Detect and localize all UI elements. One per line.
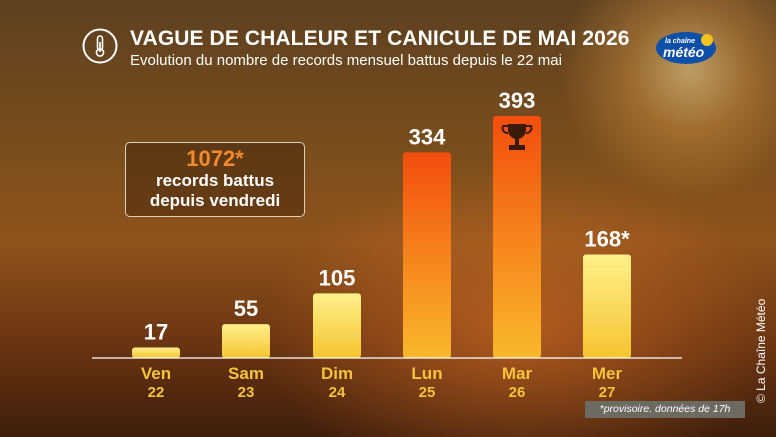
date-label-22: 22	[148, 384, 165, 401]
total-records-callout: 1072* records battus depuis vendredi	[125, 142, 305, 217]
copyright: © La Chaîne Météo	[754, 299, 768, 403]
date-label-24: 24	[329, 384, 346, 401]
logo-line1: la chaîne	[665, 38, 695, 45]
trophy-icon	[501, 124, 533, 150]
value-label-mar: 393	[499, 88, 536, 113]
day-label-mer: Mer	[592, 364, 623, 383]
logo-line2: météo	[663, 44, 705, 60]
date-label-26: 26	[509, 384, 526, 401]
bar-lun	[403, 152, 451, 358]
day-label-lun: Lun	[411, 364, 442, 383]
callout-text-line2: depuis vendredi	[149, 191, 281, 210]
la-chaine-meteo-logo: la chaîne météo	[656, 32, 716, 64]
callout-value: 1072*	[186, 146, 244, 171]
bar-mar	[493, 116, 541, 358]
bar-sam	[222, 324, 270, 358]
callout-text-line1: records battus	[155, 171, 275, 190]
bar-dim	[313, 293, 361, 358]
date-label-23: 23	[238, 384, 255, 401]
value-label-lun: 334	[409, 124, 446, 149]
day-label-dim: Dim	[321, 364, 353, 383]
date-label-27: 27	[599, 384, 616, 401]
bar-ven	[132, 347, 180, 358]
footnote: *provisoire. données de 17h	[585, 401, 745, 418]
value-label-sam: 55	[234, 296, 258, 321]
chart-title: VAGUE DE CHALEUR ET CANICULE DE MAI 2026	[130, 27, 630, 50]
day-label-mar: Mar	[502, 364, 533, 383]
bar-mer	[583, 254, 631, 358]
chart-subtitle: Evolution du nombre de records mensuel b…	[130, 52, 562, 69]
date-label-25: 25	[419, 384, 436, 401]
value-label-dim: 105	[319, 265, 356, 290]
day-label-ven: Ven	[141, 364, 171, 383]
day-label-sam: Sam	[228, 364, 264, 383]
value-label-mer: 168*	[584, 227, 630, 252]
value-label-ven: 17	[144, 320, 168, 345]
thermometer-icon	[82, 28, 118, 64]
